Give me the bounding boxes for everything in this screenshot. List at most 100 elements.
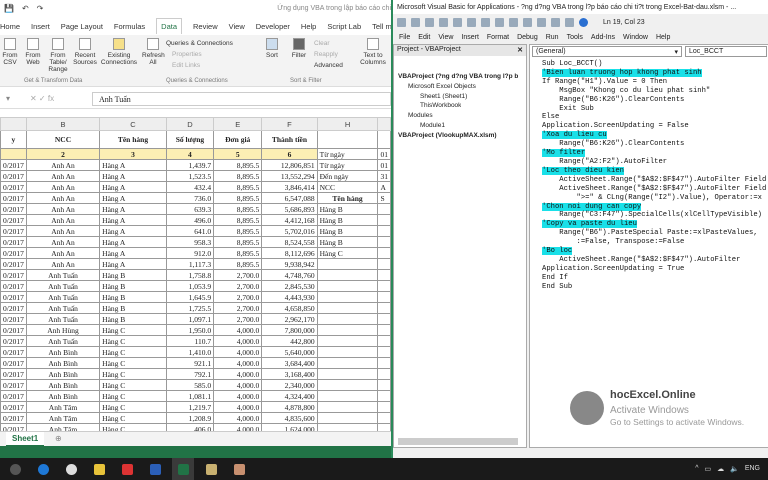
cell[interactable] <box>316 335 379 347</box>
edit-links-button[interactable]: Edit Links <box>172 62 201 69</box>
refresh-all-button[interactable]: Refresh All <box>142 38 165 66</box>
cell[interactable]: 8,895.5 <box>213 203 263 215</box>
cell[interactable]: 1,523.5 <box>165 170 215 182</box>
cell[interactable]: Hàng B <box>316 225 379 237</box>
cell[interactable]: Anh An <box>25 214 101 226</box>
cell[interactable]: 1,950.0 <box>165 324 215 336</box>
cell[interactable]: Thành tiền <box>261 130 318 149</box>
cell[interactable] <box>377 423 391 431</box>
horizontal-scrollbar[interactable] <box>398 438 518 445</box>
design-mode-icon[interactable] <box>551 17 560 27</box>
reapply-button[interactable]: Reapply <box>314 51 338 58</box>
text-to-columns-button[interactable]: Text to Columns <box>358 38 388 66</box>
cell[interactable]: 4,000.0 <box>213 379 263 391</box>
cell[interactable]: 5,702,016 <box>261 225 318 237</box>
edge-icon[interactable] <box>32 458 54 480</box>
sheet-tab[interactable]: Sheet1 <box>6 432 45 447</box>
cell[interactable]: F <box>261 117 318 131</box>
cell[interactable]: 1,439.7 <box>165 159 215 171</box>
menu-add-ins[interactable]: Add-Ins <box>590 33 616 41</box>
cell[interactable]: Hàng C <box>99 357 167 369</box>
cell[interactable]: Anh An <box>25 258 101 270</box>
project-explorer-icon[interactable] <box>565 17 574 27</box>
cell[interactable] <box>377 324 391 336</box>
cell[interactable]: 0/2017 <box>0 258 27 270</box>
cell[interactable]: 12,806,851 <box>261 159 318 171</box>
menu-insert[interactable]: Insert <box>461 33 479 41</box>
tab-insert[interactable]: Insert <box>31 21 50 31</box>
cell[interactable]: 4,000.0 <box>213 390 263 402</box>
queries-connections-button[interactable]: Queries & Connections <box>166 40 233 47</box>
cell[interactable] <box>377 214 391 226</box>
cell[interactable]: Hàng C <box>99 346 167 358</box>
cell[interactable]: Hàng A <box>99 192 167 204</box>
cell[interactable]: 0/2017 <box>0 368 27 380</box>
menu-run[interactable]: Run <box>545 33 559 41</box>
tree-item-module1[interactable]: Module1 <box>420 122 445 129</box>
cell[interactable]: A <box>377 181 391 193</box>
cell[interactable] <box>316 130 379 149</box>
menu-debug[interactable]: Debug <box>517 33 538 41</box>
cell[interactable] <box>316 401 379 413</box>
advanced-button[interactable]: Advanced <box>314 62 343 69</box>
recent-sources-button[interactable]: Recent Sources <box>72 38 98 66</box>
network-icon[interactable]: ▭ <box>704 466 712 473</box>
cell[interactable] <box>377 357 391 369</box>
cell[interactable]: 8,524,558 <box>261 236 318 248</box>
cell[interactable]: 8,895.5 <box>213 236 263 248</box>
cell[interactable]: 1,208.9 <box>165 412 215 424</box>
save-icon[interactable] <box>425 17 434 27</box>
cell[interactable]: 4,412,168 <box>261 214 318 226</box>
cell[interactable]: Hàng C <box>99 423 167 431</box>
cell[interactable]: 4,835,600 <box>261 412 318 424</box>
cell[interactable]: 1,410.0 <box>165 346 215 358</box>
cell[interactable]: 2 <box>25 148 101 160</box>
cell[interactable]: Anh An <box>25 225 101 237</box>
name-box-dropdown[interactable]: ▾ <box>6 94 11 103</box>
cell[interactable]: 736.0 <box>165 192 215 204</box>
cell[interactable]: 0/2017 <box>0 291 27 303</box>
cell[interactable]: 3,168,400 <box>261 368 318 380</box>
cell[interactable]: 4,443,930 <box>261 291 318 303</box>
cell[interactable]: Đơn giá <box>213 130 263 149</box>
cell[interactable]: E <box>213 117 263 131</box>
clear-button[interactable]: Clear <box>314 40 330 47</box>
volume-icon[interactable]: 🔈 <box>730 466 739 473</box>
cell[interactable] <box>316 357 379 369</box>
cell[interactable]: 1,624,000 <box>261 423 318 431</box>
cell[interactable] <box>316 390 379 402</box>
cell[interactable]: 8,895.5 <box>213 225 263 237</box>
menu-tools[interactable]: Tools <box>566 33 583 41</box>
cell[interactable]: 01 <box>377 159 391 171</box>
tab-review[interactable]: Review <box>193 21 218 31</box>
cell[interactable]: 921.1 <box>165 357 215 369</box>
cell[interactable]: 0/2017 <box>0 269 27 281</box>
cell[interactable]: 7,800,000 <box>261 324 318 336</box>
cell[interactable]: 4,000.0 <box>213 357 263 369</box>
cell[interactable]: Anh Tuấn <box>25 280 101 292</box>
cell[interactable]: S <box>377 192 391 204</box>
menu-file[interactable]: File <box>399 33 411 41</box>
tab-data[interactable]: Data <box>156 18 183 34</box>
cell[interactable]: 8,112,696 <box>261 247 318 259</box>
cell[interactable]: 0/2017 <box>0 412 27 424</box>
cell[interactable]: 2,700.0 <box>213 313 263 325</box>
tree-item-sheet1[interactable]: Sheet1 (Sheet1) <box>420 93 468 100</box>
save-icon[interactable]: 💾 <box>4 4 14 13</box>
cell[interactable] <box>377 313 391 325</box>
reset-icon[interactable] <box>537 17 546 27</box>
filter-button[interactable]: Filter <box>288 38 310 59</box>
cell[interactable] <box>377 236 391 248</box>
code-window[interactable]: (General) ▾ Loc_BCCT Sub Loc_BCCT() 'Bien … <box>529 44 768 448</box>
cell[interactable] <box>377 280 391 292</box>
tree-item-excel-objects[interactable]: Microsoft Excel Objects <box>408 83 476 90</box>
cell[interactable]: 0/2017 <box>0 203 27 215</box>
cell[interactable]: 2,700.0 <box>213 291 263 303</box>
cell[interactable]: 0/2017 <box>0 236 27 248</box>
cell[interactable]: Hàng C <box>316 247 379 259</box>
cell[interactable]: Anh An <box>25 192 101 204</box>
undo-icon[interactable] <box>495 17 504 27</box>
tab-tell-me-what[interactable]: Tell me what <box>372 21 391 31</box>
cell[interactable] <box>377 225 391 237</box>
cell[interactable]: Hàng B <box>99 313 167 325</box>
